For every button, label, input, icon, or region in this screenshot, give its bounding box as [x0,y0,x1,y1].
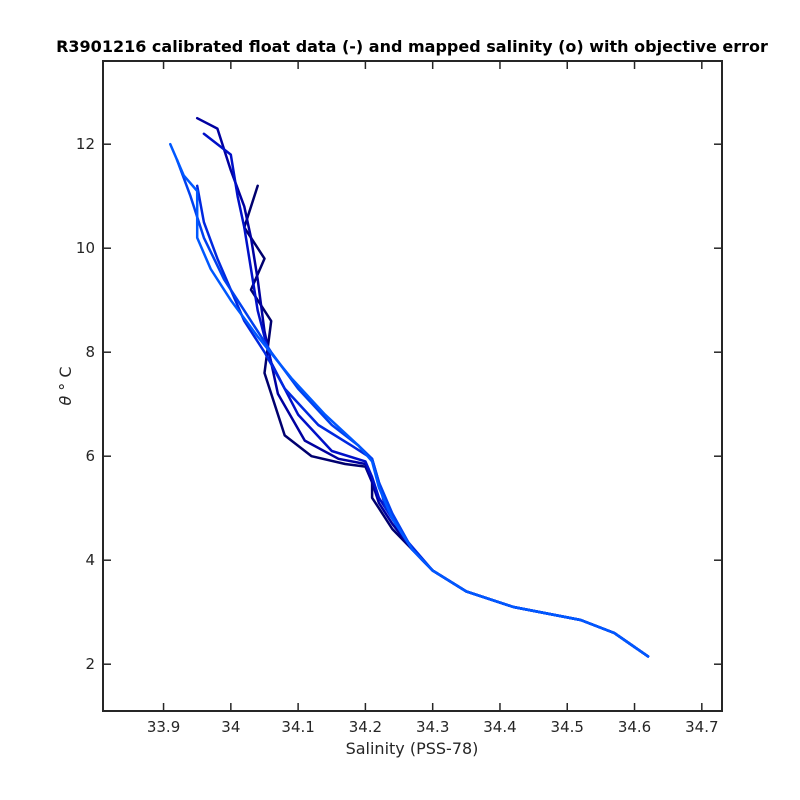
x-tick-label: 34.7 [685,718,718,736]
x-tick-label: 34.6 [618,718,651,736]
y-tick-label: 6 [85,447,95,465]
plot-area [169,116,650,658]
profile-line-2 [195,116,650,658]
y-tick-label: 12 [76,135,95,153]
x-axis: 33.9 34 34.1 34.2 34.3 34.4 34.5 34.6 34.7 [147,61,719,736]
x-axis-label: Salinity (PSS-78) [346,739,479,758]
profile-line-4 [195,184,650,658]
chart-title: R3901216 calibrated float data (-) and m… [56,37,768,56]
x-tick-label: 34.3 [416,718,449,736]
y-axis-label-unit: ° C [56,366,75,390]
x-tick-label: 33.9 [147,718,180,736]
x-tick-label: 34.4 [483,718,516,736]
y-axis: 2 4 6 8 10 12 [76,135,722,673]
x-tick-label: 34.5 [551,718,584,736]
plot-frame [102,60,723,712]
y-tick-label: 2 [85,655,95,673]
x-tick-label: 34.1 [281,718,314,736]
y-tick-label: 8 [85,343,95,361]
y-axis-label: θ ° C [56,366,75,405]
y-tick-label: 4 [85,551,95,569]
y-tick-label: 10 [76,239,95,257]
x-tick-label: 34.2 [349,718,382,736]
profile-line-6 [169,142,650,658]
y-axis-label-symbol: θ [56,396,75,406]
x-tick-label: 34 [221,718,240,736]
